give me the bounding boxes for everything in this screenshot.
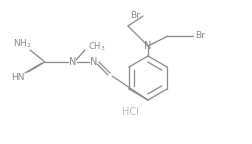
Text: N: N (69, 57, 77, 67)
Text: N: N (144, 41, 152, 51)
Text: Br: Br (195, 32, 205, 40)
Text: HN: HN (11, 73, 25, 83)
Text: NH$_2$: NH$_2$ (13, 38, 31, 50)
Text: Br: Br (130, 11, 140, 19)
Text: N: N (90, 57, 98, 67)
Text: HCl: HCl (121, 107, 138, 117)
Text: CH$_3$: CH$_3$ (88, 41, 106, 53)
